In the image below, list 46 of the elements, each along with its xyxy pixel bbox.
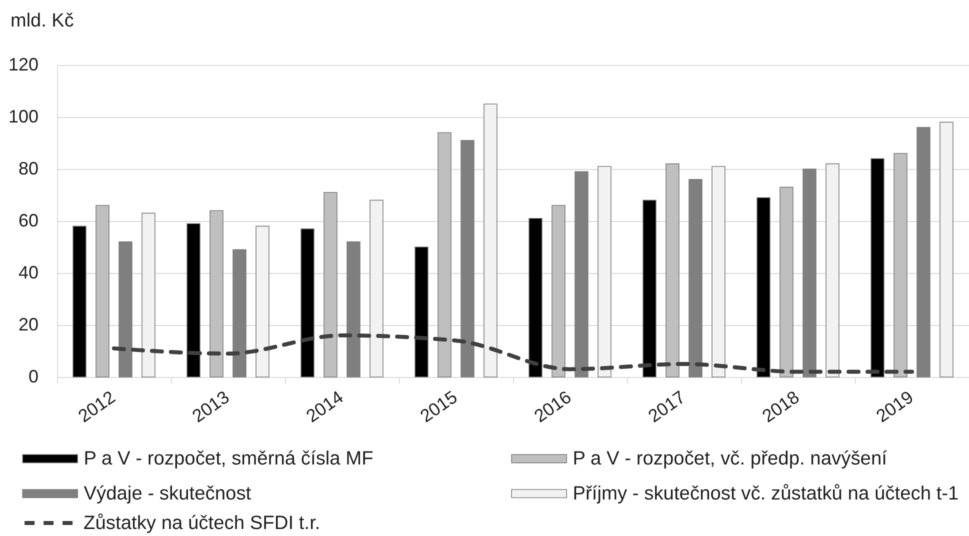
legend-label: Příjmy - skutečnost vč. zůstatků na účtech t-1 [572, 484, 959, 505]
bar [300, 228, 314, 378]
bar [484, 104, 498, 378]
bar [346, 241, 360, 378]
bar [324, 192, 338, 378]
bar [414, 246, 428, 378]
bar [642, 200, 656, 378]
bar [688, 179, 702, 378]
bar [916, 127, 930, 378]
bar [72, 226, 86, 378]
bar [666, 163, 680, 378]
legend-label: P a V - rozpočet, vč. předp. navýšení [572, 448, 888, 470]
y-tick-label: 120 [8, 54, 38, 74]
y-tick-label: 60 [18, 210, 38, 230]
y-tick-label: 20 [18, 314, 38, 334]
bar [186, 223, 200, 378]
bar [528, 218, 542, 378]
y-axis-title: mld. Kč [10, 10, 74, 32]
legend-label: Výdaje - skutečnost [84, 484, 252, 505]
bar [574, 171, 588, 378]
y-tick-label: 80 [18, 158, 38, 178]
y-tick-label: 0 [28, 366, 38, 386]
bar [460, 140, 474, 378]
bar [96, 205, 110, 378]
y-tick-label: 100 [8, 106, 38, 126]
bar [438, 132, 452, 378]
bar [598, 166, 612, 378]
bar [826, 163, 840, 378]
bar [940, 122, 954, 378]
bar [210, 210, 224, 378]
bar [870, 158, 884, 378]
legend-label: Zůstatky na účtech SFDI t.r. [84, 513, 320, 534]
bar [370, 200, 384, 378]
bar [552, 205, 566, 378]
bar [118, 241, 132, 378]
bar [256, 226, 270, 378]
line-series [112, 333, 914, 374]
bar [756, 197, 770, 378]
bar [780, 186, 794, 378]
bar [232, 249, 246, 378]
legend-label: P a V - rozpočet, směrná čísla MF [84, 448, 374, 470]
bar [802, 168, 816, 378]
bar [712, 166, 726, 378]
bar [142, 212, 156, 378]
bar [894, 153, 908, 378]
y-tick-label: 40 [18, 262, 38, 282]
